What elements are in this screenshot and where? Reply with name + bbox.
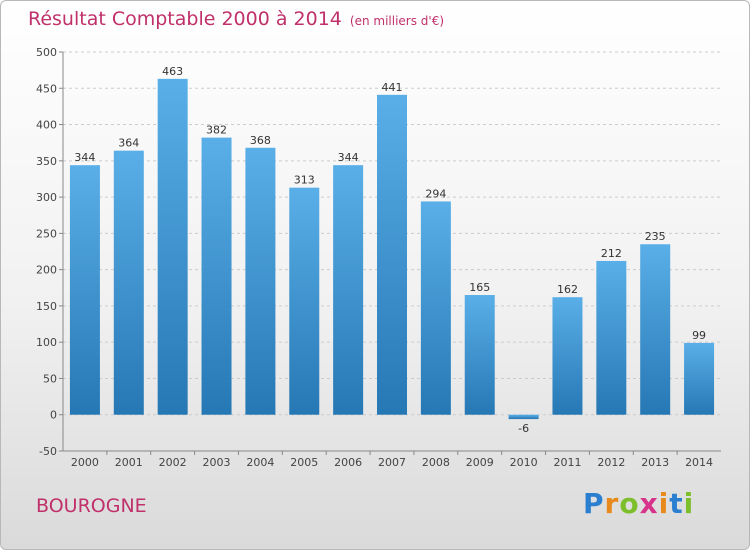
place-name: BOUROGNE <box>36 495 147 517</box>
chart-title-block: Résultat Comptable 2000 à 2014 (en millie… <box>28 8 444 30</box>
bar-2001 <box>113 150 144 415</box>
y-tick-labels: -50 0 50 100 150 200 250 300 350 400 450 500 <box>36 46 57 458</box>
logo-letter: P <box>583 487 605 520</box>
y-tick-label: 150 <box>36 300 57 313</box>
logo-letter: o <box>619 487 640 520</box>
bar-2010 <box>508 414 539 420</box>
value-label-2009: 165 <box>469 281 490 294</box>
bar-2009 <box>464 295 495 415</box>
x-tick-label-2012: 2012 <box>597 456 625 469</box>
value-label-2012: 212 <box>601 247 622 260</box>
y-tick-label: 350 <box>36 155 57 168</box>
logo-letter: i <box>658 487 670 520</box>
logo-letter: t <box>669 487 684 520</box>
bar-2014 <box>684 342 715 415</box>
bar-2004 <box>245 147 276 415</box>
value-label-2006: 344 <box>338 151 359 164</box>
y-tick-label: 100 <box>36 336 57 349</box>
y-tick-label: 250 <box>36 227 57 240</box>
bars <box>69 78 715 420</box>
chart-title: Résultat Comptable 2000 à 2014 <box>28 8 342 30</box>
value-label-2001: 364 <box>118 137 139 150</box>
y-tick-label: 450 <box>36 82 57 95</box>
x-tick-label-2007: 2007 <box>378 456 406 469</box>
y-tick-label: -50 <box>39 445 57 458</box>
bar-2006 <box>333 165 364 415</box>
value-label-2011: 162 <box>557 283 578 296</box>
value-labels: 344 364 463 382 368 313 344 441 294 165 -6 162 212 23… <box>74 65 706 435</box>
bar-2007 <box>377 94 407 415</box>
x-tick-label-2005: 2005 <box>290 456 318 469</box>
chart-subtitle: (en milliers d'€) <box>349 14 445 28</box>
x-tick-label-2003: 2003 <box>203 456 231 469</box>
value-label-2010: -6 <box>518 422 529 435</box>
value-label-2008: 294 <box>425 187 446 200</box>
logo-letter: x <box>639 487 659 520</box>
x-tick-label-2000: 2000 <box>71 456 99 469</box>
x-tick-label-2009: 2009 <box>466 456 494 469</box>
logo-letter: r <box>604 487 620 520</box>
bar-2005 <box>289 187 320 415</box>
x-tick-label-2014: 2014 <box>685 456 713 469</box>
value-label-2014: 99 <box>692 329 706 342</box>
y-tick-label: 200 <box>36 264 57 277</box>
x-tick-label-2006: 2006 <box>334 456 362 469</box>
value-label-2003: 382 <box>206 124 227 137</box>
x-tick-label-2001: 2001 <box>115 456 143 469</box>
logo-letter: i <box>683 487 695 520</box>
x-tick-label-2004: 2004 <box>246 456 274 469</box>
value-label-2000: 344 <box>74 151 95 164</box>
x-tick-label-2008: 2008 <box>422 456 450 469</box>
value-label-2005: 313 <box>294 174 315 187</box>
value-label-2002: 463 <box>162 65 183 78</box>
y-tick-label: 300 <box>36 191 57 204</box>
y-tick-label: 0 <box>50 409 57 422</box>
y-tick-label: 50 <box>43 372 57 385</box>
x-tick-labels: 2000 2001 2002 2003 2004 2005 2006 2007 2008 2009… <box>71 456 713 469</box>
bar-2013 <box>640 244 671 415</box>
bar-2012 <box>596 260 627 415</box>
bar-2008 <box>420 201 451 415</box>
x-tick-label-2013: 2013 <box>641 456 669 469</box>
proxiti-logo: Proxiti <box>583 487 694 520</box>
value-label-2004: 368 <box>250 134 271 147</box>
value-label-2007: 441 <box>382 81 403 94</box>
bar-2002 <box>157 78 188 415</box>
y-tick-label: 500 <box>36 46 57 59</box>
axes <box>59 51 721 455</box>
x-tick-label-2010: 2010 <box>510 456 538 469</box>
bar-2000 <box>69 165 100 415</box>
x-tick-label-2002: 2002 <box>159 456 187 469</box>
value-label-2013: 235 <box>645 230 666 243</box>
y-tick-label: 400 <box>36 119 57 132</box>
bar-2003 <box>201 137 232 415</box>
bar-2011 <box>552 297 583 415</box>
x-tick-label-2011: 2011 <box>553 456 581 469</box>
